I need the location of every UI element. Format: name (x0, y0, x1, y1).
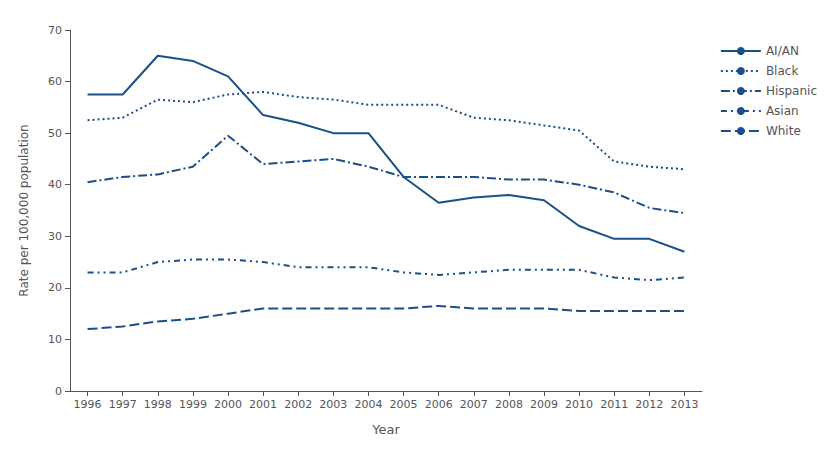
svg-text:AI/AN: AI/AN (766, 44, 799, 58)
svg-text:2007: 2007 (460, 398, 488, 411)
svg-text:60: 60 (48, 75, 62, 88)
svg-text:1996: 1996 (74, 398, 102, 411)
svg-text:2011: 2011 (600, 398, 628, 411)
svg-text:2013: 2013 (670, 398, 698, 411)
svg-text:70: 70 (48, 24, 62, 37)
svg-text:2003: 2003 (319, 398, 347, 411)
svg-text:2001: 2001 (249, 398, 277, 411)
svg-text:Black: Black (766, 64, 799, 78)
svg-text:2002: 2002 (284, 398, 312, 411)
svg-text:1999: 1999 (179, 398, 207, 411)
svg-text:White: White (766, 124, 801, 138)
svg-text:2009: 2009 (530, 398, 558, 411)
svg-text:2000: 2000 (214, 398, 242, 411)
svg-text:Year: Year (371, 422, 400, 437)
svg-text:Asian: Asian (766, 104, 799, 118)
svg-text:2006: 2006 (425, 398, 453, 411)
svg-text:40: 40 (48, 178, 62, 191)
svg-text:2005: 2005 (390, 398, 418, 411)
svg-text:20: 20 (48, 281, 62, 294)
svg-text:Rate per 100,000 population: Rate per 100,000 population (17, 124, 31, 296)
svg-text:50: 50 (48, 127, 62, 140)
svg-text:0: 0 (55, 385, 62, 398)
svg-text:Hispanic: Hispanic (766, 84, 817, 98)
svg-text:30: 30 (48, 230, 62, 243)
svg-text:2008: 2008 (495, 398, 523, 411)
svg-text:2012: 2012 (635, 398, 663, 411)
svg-text:1997: 1997 (109, 398, 137, 411)
svg-text:10: 10 (48, 333, 62, 346)
svg-text:2004: 2004 (354, 398, 382, 411)
svg-text:2010: 2010 (565, 398, 593, 411)
svg-text:1998: 1998 (144, 398, 172, 411)
